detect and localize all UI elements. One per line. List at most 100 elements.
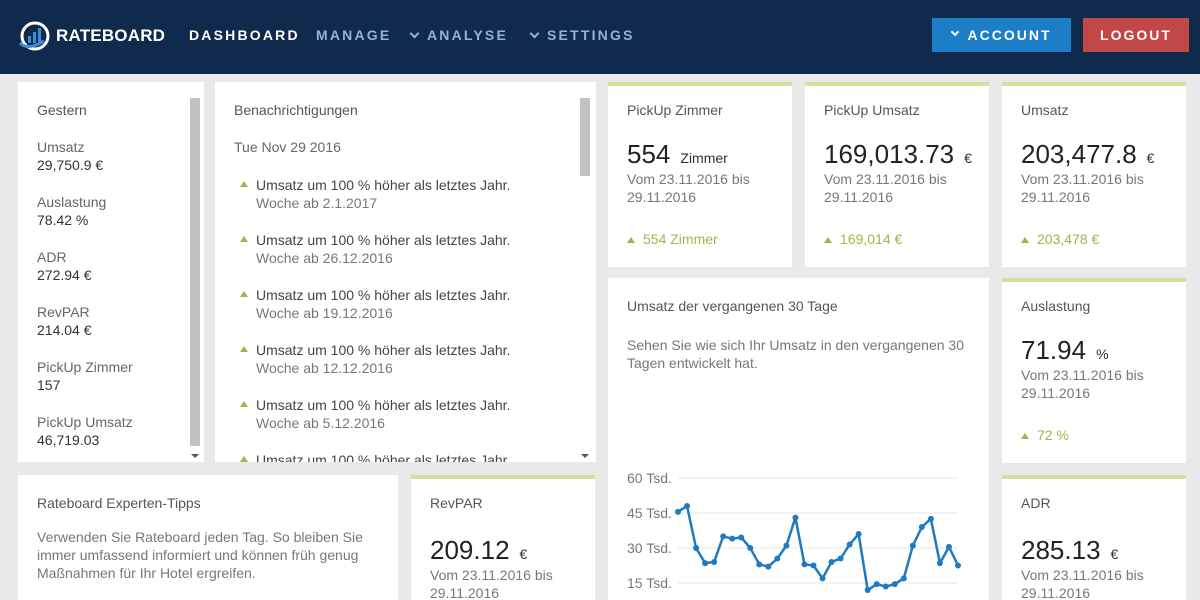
notification-sub: Woche ab 5.12.2016 <box>256 415 385 431</box>
data-point[interactable] <box>729 535 736 542</box>
metric-range: Vom 23.11.2016 bis 29.11.2016 <box>1021 367 1144 401</box>
logout-button[interactable]: LOGOUT <box>1083 18 1189 52</box>
data-point[interactable] <box>747 545 754 551</box>
metric-unit: € <box>964 150 972 166</box>
data-point[interactable] <box>828 559 835 565</box>
data-point[interactable] <box>837 555 844 562</box>
stat-value: 272.94 € <box>37 267 92 283</box>
pickup-revenue-card: PickUp Umsatz 169,013.73 € Vom 23.11.2016… <box>805 82 989 267</box>
yesterday-scrollbar[interactable] <box>188 92 202 462</box>
data-point[interactable] <box>927 515 934 522</box>
stat-value: 214.04 € <box>37 322 92 338</box>
data-point[interactable] <box>756 561 763 568</box>
metric-value: 554 <box>627 139 671 169</box>
metric-value-row: 203,477.8 € <box>1021 139 1154 170</box>
data-point[interactable] <box>702 560 709 567</box>
data-point[interactable] <box>891 581 898 588</box>
nav-settings[interactable]: SETTINGS <box>529 27 635 43</box>
metric-value-row: 71.94% <box>1021 335 1109 366</box>
metric-value-row: 169,013.73 € <box>824 139 972 170</box>
brand-name: RATEBOARD <box>56 26 166 45</box>
notification-sub: Woche ab 26.12.2016 <box>256 250 393 266</box>
scroll-thumb[interactable] <box>190 98 200 446</box>
stat-label: RevPAR <box>37 304 90 320</box>
chevron-down-icon <box>950 27 959 37</box>
nav-manage[interactable]: MANAGE <box>316 27 391 43</box>
notification-item[interactable]: Umsatz um 100 % höher als letztes Jahr. W… <box>240 286 510 322</box>
data-point[interactable] <box>684 503 691 509</box>
data-point[interactable] <box>900 575 907 582</box>
data-point[interactable] <box>846 541 853 548</box>
data-point[interactable] <box>783 542 790 549</box>
occupancy-card: Auslastung 71.94% Vom 23.11.2016 bis 29.… <box>1002 278 1186 463</box>
data-point[interactable] <box>873 581 880 588</box>
notification-item[interactable]: Umsatz um 100 % höher als letztes Jahr. W… <box>240 231 511 267</box>
card-title: Umsatz <box>1021 102 1069 118</box>
yesterday-list: Umsatz 29,750.9 € Auslastung 78.42 % ADR 27… <box>37 138 133 462</box>
notifications-date: Tue Nov 29 2016 <box>234 139 341 155</box>
data-point[interactable] <box>955 562 961 569</box>
trend-up-icon <box>627 237 635 243</box>
notifications-scrollbar[interactable] <box>578 92 592 462</box>
metric-unit: % <box>1096 346 1109 362</box>
data-point[interactable] <box>918 524 925 530</box>
nav-dashboard[interactable]: DASHBOARD <box>189 27 300 43</box>
data-point[interactable] <box>945 543 952 550</box>
data-point[interactable] <box>711 559 718 565</box>
trend-value: 169,014 € <box>840 231 903 247</box>
logout-label: LOGOUT <box>1100 27 1172 43</box>
account-button[interactable]: ACCOUNT <box>932 18 1071 52</box>
stat-label: PickUp Umsatz <box>37 414 133 430</box>
yesterday-title: Gestern <box>37 102 87 118</box>
trend-up-icon <box>1021 237 1029 243</box>
metric-unit: € <box>519 546 528 562</box>
trend-up-icon <box>1021 433 1029 439</box>
metric-trend: 203,478 € <box>1021 231 1099 247</box>
notifications-list: Umsatz um 100 % höher als letztes Jahr. W… <box>240 176 511 462</box>
data-point[interactable] <box>936 560 943 567</box>
nav-manage-label: MANAGE <box>316 27 392 43</box>
metric-value-row: 285.13 € <box>1021 535 1118 566</box>
notification-item[interactable]: Umsatz um 100 % höher als letztes Jahr. <box>240 451 510 462</box>
list-item: Umsatz 29,750.9 € <box>37 138 133 174</box>
trend-up-icon <box>240 401 248 407</box>
adr-card: ADR 285.13 € Vom 23.11.2016 bis 29.11.201… <box>1002 475 1186 600</box>
data-point[interactable] <box>801 561 808 568</box>
notification-item[interactable]: Umsatz um 100 % höher als letztes Jahr. W… <box>240 341 510 377</box>
data-point[interactable] <box>774 555 781 562</box>
brand-logo[interactable]: RATEBOARD <box>18 18 165 54</box>
scroll-thumb[interactable] <box>580 98 590 176</box>
pickup-rooms-card: PickUp Zimmer 554 Zimmer Vom 23.11.2016 b… <box>608 82 792 267</box>
list-item: ADR 272.94 € <box>37 248 133 284</box>
chevron-down-icon <box>529 28 540 39</box>
data-point[interactable] <box>882 583 889 590</box>
notification-text: Umsatz um 100 % höher als letztes Jahr. <box>256 177 511 193</box>
revpar-card: RevPAR 209.12 € Vom 23.11.2016 bis 29.11.… <box>411 475 595 600</box>
notification-item[interactable]: Umsatz um 100 % höher als letztes Jahr. W… <box>240 176 511 212</box>
metric-value: 285.13 <box>1021 535 1101 565</box>
data-point[interactable] <box>792 514 799 521</box>
data-point[interactable] <box>819 575 826 582</box>
metric-unit: € <box>1146 150 1155 166</box>
data-point[interactable] <box>738 534 745 541</box>
trend-up-icon <box>240 236 248 242</box>
notification-item[interactable]: Umsatz um 100 % höher als letztes Jahr. W… <box>240 396 510 432</box>
chart-description: Sehen Sie wie sich Ihr Umsatz in den ver… <box>627 337 964 371</box>
data-point[interactable] <box>693 545 700 551</box>
y-tick-label: 60 Tsd. <box>627 470 672 486</box>
stat-label: ADR <box>37 249 67 265</box>
notification-text: Umsatz um 100 % höher als letztes Jahr. <box>256 232 511 248</box>
card-title: PickUp Umsatz <box>824 102 920 118</box>
data-point[interactable] <box>720 533 727 540</box>
data-point[interactable] <box>675 508 681 515</box>
scroll-down-icon[interactable] <box>581 454 589 458</box>
data-point[interactable] <box>909 542 916 549</box>
data-point[interactable] <box>765 563 772 570</box>
metric-range: Vom 23.11.2016 bis 29.11.2016 <box>1021 171 1144 205</box>
data-point[interactable] <box>855 531 862 537</box>
scroll-down-icon[interactable] <box>191 454 199 458</box>
revenue-card: Umsatz 203,477.8 € Vom 23.11.2016 bis 29.… <box>1002 82 1186 267</box>
data-point[interactable] <box>810 562 817 569</box>
nav-analyse[interactable]: ANALYSE <box>409 27 508 43</box>
data-point[interactable] <box>864 587 871 593</box>
